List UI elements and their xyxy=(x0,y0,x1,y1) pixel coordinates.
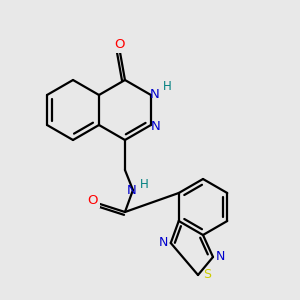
Text: N: N xyxy=(159,236,168,250)
Text: N: N xyxy=(127,184,137,196)
Text: O: O xyxy=(115,38,125,52)
Text: S: S xyxy=(203,268,211,281)
Text: N: N xyxy=(215,250,225,263)
Text: H: H xyxy=(140,178,148,191)
Text: N: N xyxy=(151,121,161,134)
Text: H: H xyxy=(163,80,171,94)
Text: O: O xyxy=(88,194,98,206)
Text: N: N xyxy=(150,88,160,101)
